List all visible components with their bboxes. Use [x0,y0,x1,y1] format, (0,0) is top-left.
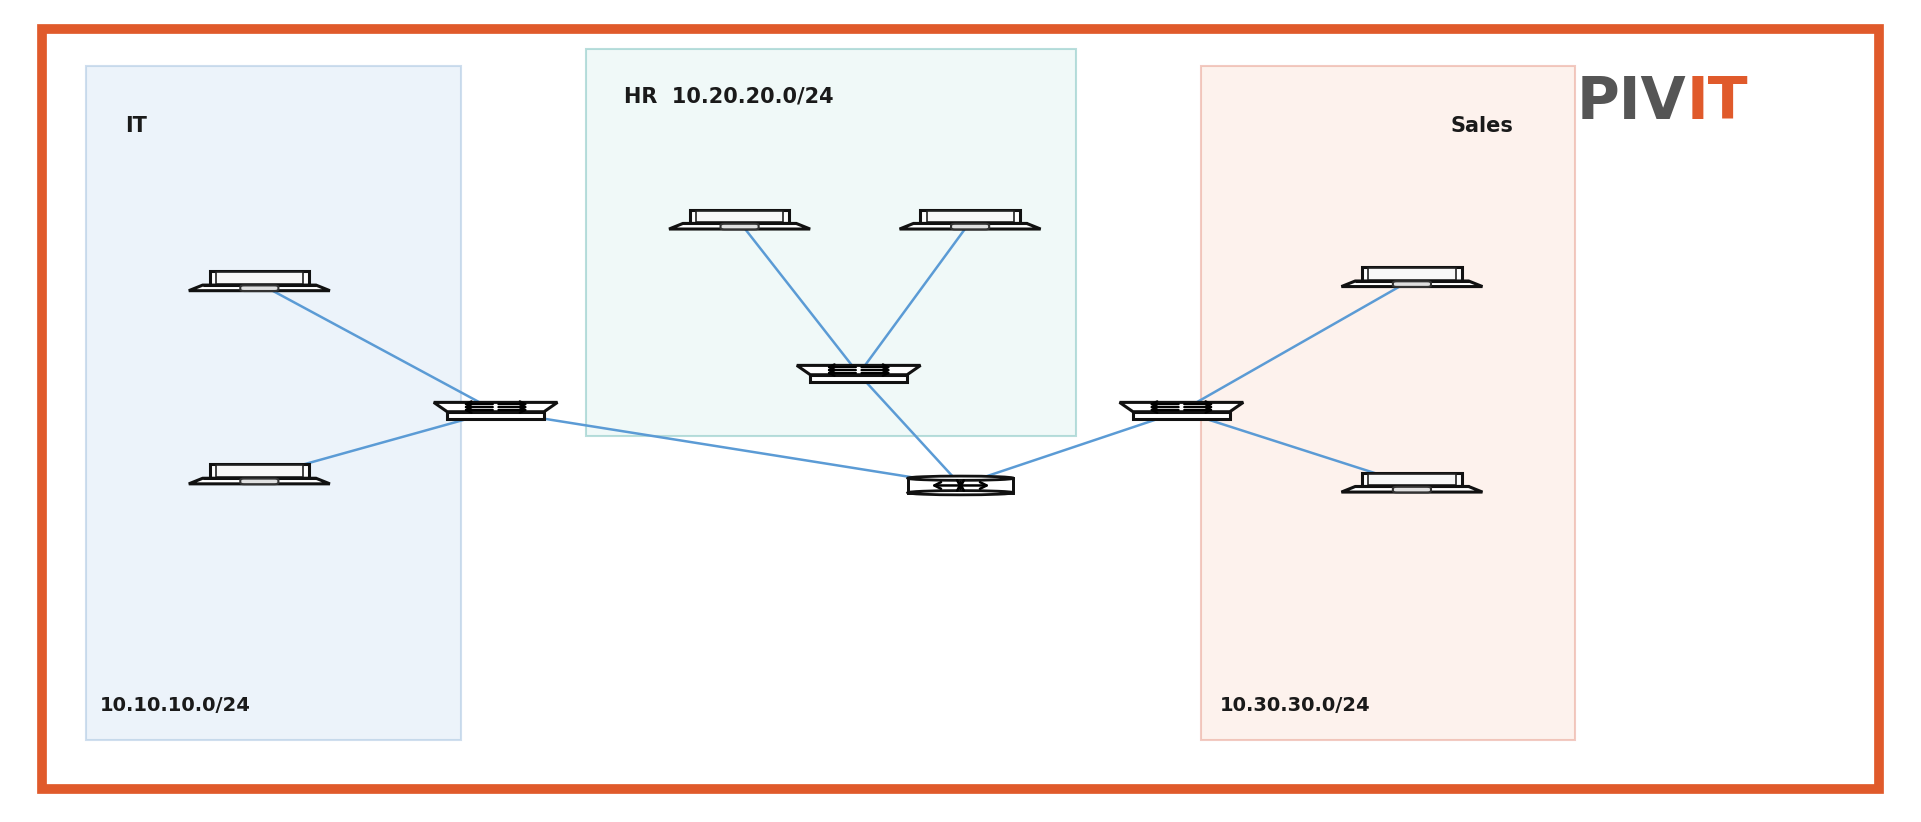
Polygon shape [1341,487,1483,492]
FancyBboxPatch shape [1362,267,1462,281]
FancyBboxPatch shape [209,271,309,285]
Polygon shape [1341,281,1483,287]
Text: Sales: Sales [1450,116,1514,136]
Text: 10.10.10.0/24: 10.10.10.0/24 [100,696,252,715]
FancyBboxPatch shape [586,49,1076,436]
FancyBboxPatch shape [1362,473,1462,487]
FancyBboxPatch shape [86,66,461,740]
FancyBboxPatch shape [1201,66,1575,740]
FancyBboxPatch shape [209,464,309,478]
FancyBboxPatch shape [951,224,989,229]
Polygon shape [1120,403,1243,412]
FancyBboxPatch shape [811,375,907,381]
Ellipse shape [907,476,1014,480]
FancyBboxPatch shape [240,478,279,484]
FancyBboxPatch shape [215,465,304,477]
FancyBboxPatch shape [907,478,1014,492]
Text: IT: IT [1687,74,1748,132]
Polygon shape [899,224,1041,229]
Text: IT: IT [125,116,146,136]
FancyBboxPatch shape [215,272,304,284]
Polygon shape [188,285,330,291]
Polygon shape [669,224,811,229]
FancyBboxPatch shape [690,210,790,224]
FancyBboxPatch shape [926,210,1014,222]
FancyBboxPatch shape [448,412,544,418]
Polygon shape [434,403,557,412]
FancyBboxPatch shape [695,210,784,222]
FancyBboxPatch shape [1393,487,1431,492]
Ellipse shape [907,491,1014,495]
FancyBboxPatch shape [240,285,279,291]
Text: 10.30.30.0/24: 10.30.30.0/24 [1220,696,1370,715]
FancyBboxPatch shape [1393,281,1431,287]
FancyBboxPatch shape [1368,473,1456,485]
Text: HR  10.20.20.0/24: HR 10.20.20.0/24 [624,87,834,107]
FancyBboxPatch shape [1133,412,1229,418]
FancyBboxPatch shape [1368,268,1456,279]
Polygon shape [188,478,330,484]
Text: PIV: PIV [1577,74,1687,132]
Polygon shape [797,366,920,375]
FancyBboxPatch shape [720,224,759,229]
FancyBboxPatch shape [920,210,1020,224]
